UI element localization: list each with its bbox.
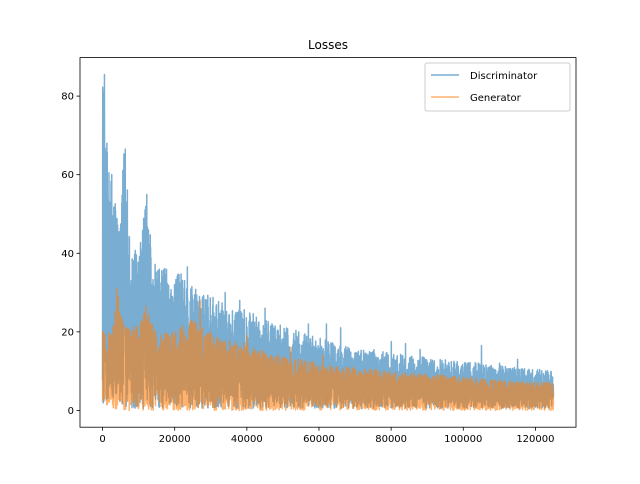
series-layer (101, 73, 555, 412)
x-axis: 0 20000 40000 60000 80000 100000 120000 (99, 427, 555, 445)
legend-label-generator: Generator (470, 93, 522, 104)
series-line-generator (101, 287, 555, 412)
x-tick-label: 80000 (375, 434, 407, 445)
x-tick-label: 40000 (231, 434, 263, 445)
x-tick-label: 60000 (303, 434, 335, 445)
chart-title: Losses (308, 38, 348, 52)
x-tick-label: 120000 (516, 434, 554, 445)
y-tick-label: 20 (61, 327, 74, 338)
y-axis: 0 20 40 60 80 (61, 92, 80, 417)
y-tick-label: 40 (61, 249, 74, 260)
legend-box (424, 62, 571, 112)
legend: Discriminator Generator (424, 62, 571, 112)
y-tick-label: 80 (61, 92, 74, 103)
y-tick-label: 60 (61, 170, 74, 181)
axes-frame (79, 57, 577, 428)
x-tick-label: 100000 (444, 434, 482, 445)
legend-label-discriminator: Discriminator (470, 71, 538, 82)
y-tick-label: 0 (68, 406, 74, 417)
x-tick-label: 20000 (159, 434, 191, 445)
x-tick-label: 0 (99, 434, 105, 445)
